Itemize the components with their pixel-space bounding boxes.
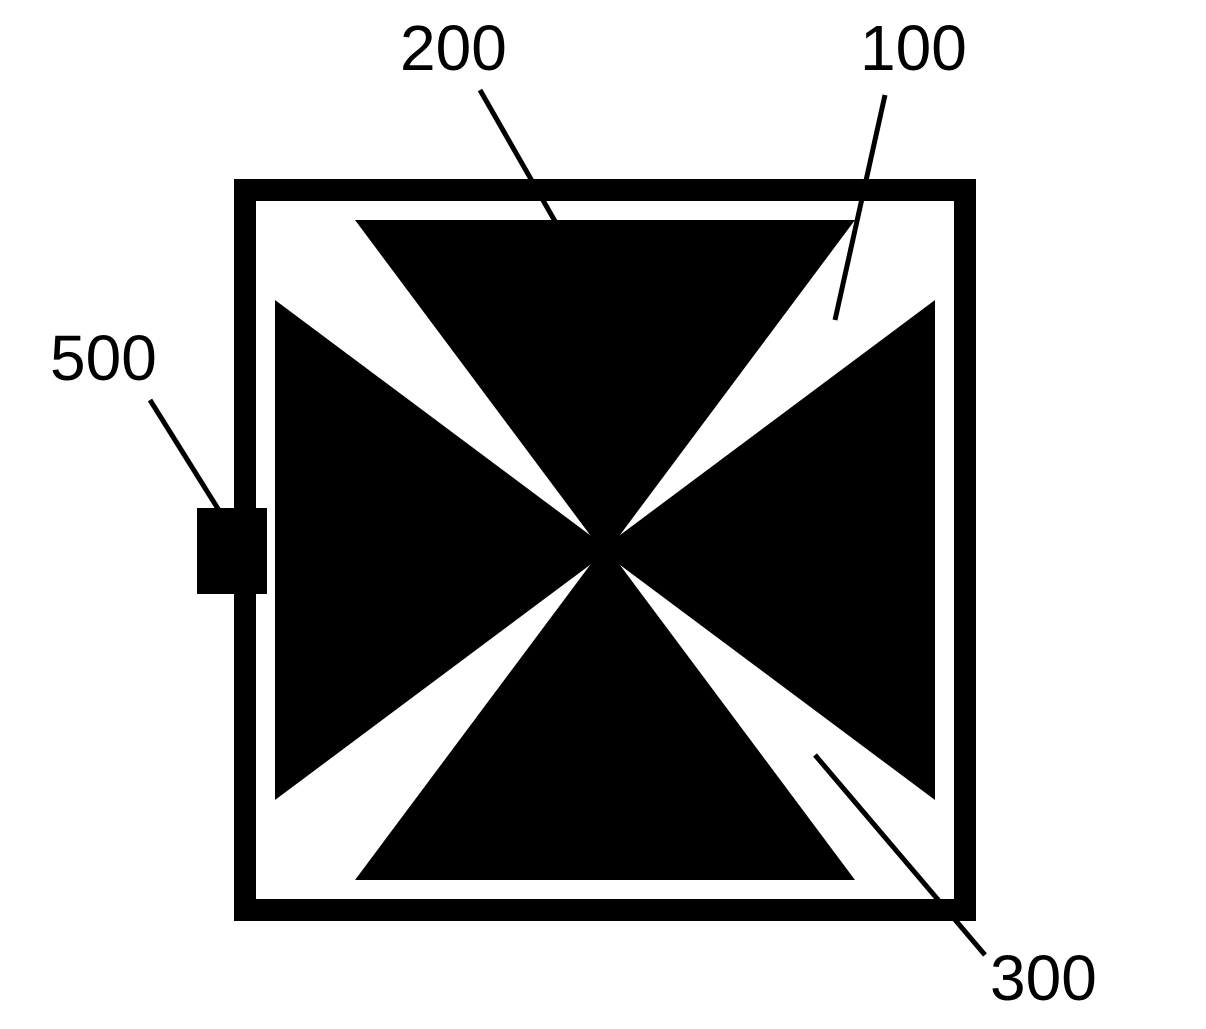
feed-tab — [197, 508, 267, 594]
leader-500 — [150, 400, 225, 520]
leader-100 — [835, 95, 885, 320]
label-100: 100 — [860, 12, 967, 84]
label-500: 500 — [50, 322, 157, 394]
label-200: 200 — [400, 12, 507, 84]
leader-200 — [480, 90, 560, 230]
antenna-diagram: 200 100 500 300 — [0, 0, 1206, 1029]
label-300: 300 — [990, 942, 1097, 1014]
